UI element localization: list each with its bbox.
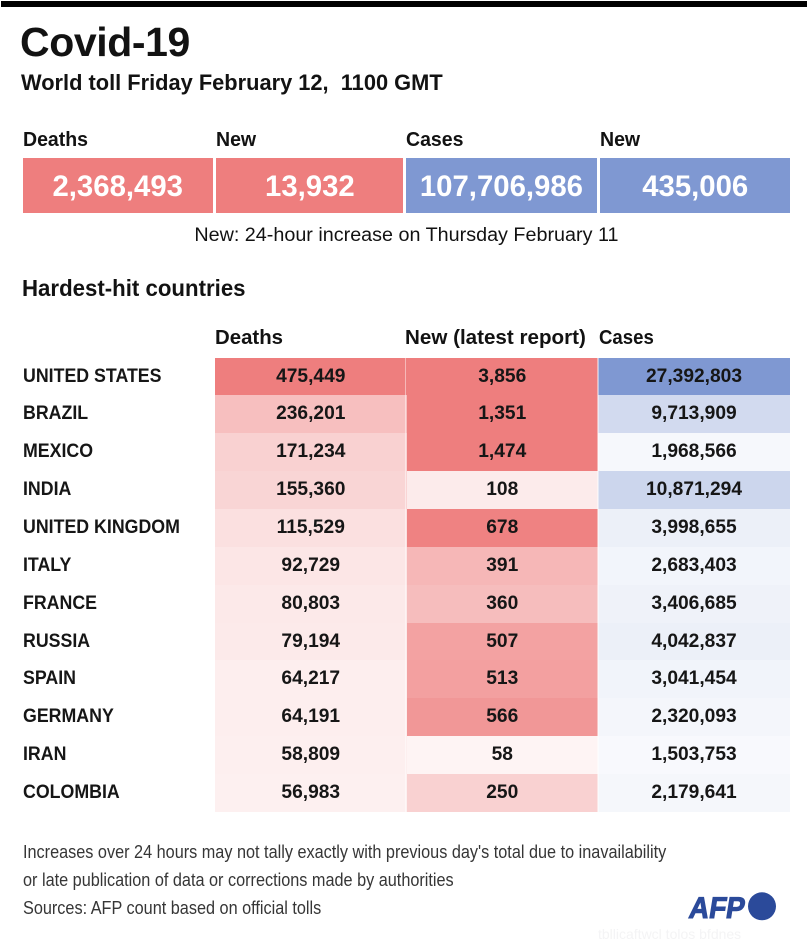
svg-text:AFP: AFP: [687, 892, 747, 925]
